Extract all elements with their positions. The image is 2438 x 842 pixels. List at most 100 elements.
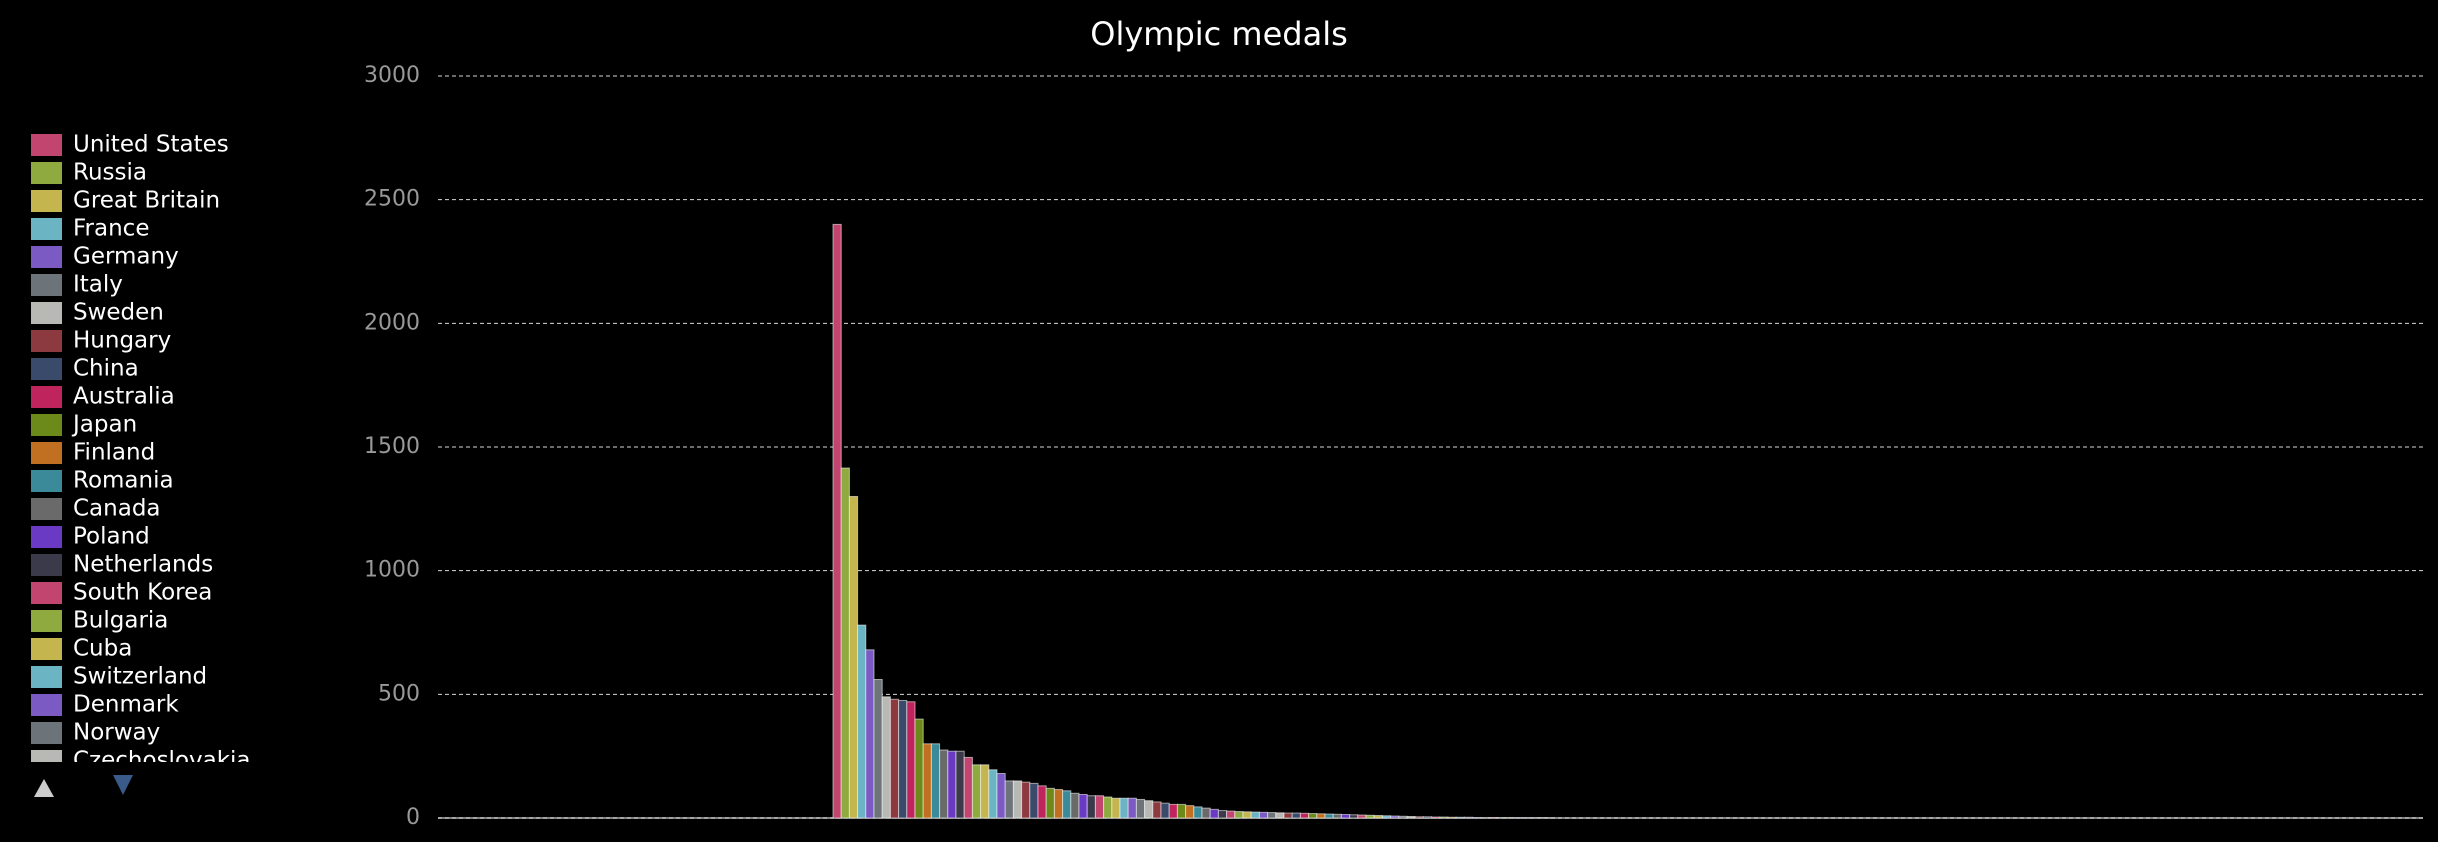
legend-swatch (31, 694, 62, 716)
legend-swatch (31, 470, 62, 492)
legend-swatch (31, 442, 62, 464)
bar (1365, 814, 1375, 819)
bar (1373, 815, 1383, 819)
legend-swatch (31, 414, 62, 436)
legend-swatch (31, 190, 62, 212)
bar (1258, 811, 1269, 819)
legend-swatch (31, 162, 62, 184)
bar (1021, 781, 1031, 819)
bar (1349, 814, 1359, 819)
bar (1463, 816, 1474, 819)
bar (1062, 790, 1072, 819)
bar (1283, 812, 1293, 819)
legend-swatch (31, 386, 62, 408)
bar (955, 750, 965, 819)
bar (1193, 806, 1203, 819)
legend-label: Cuba (73, 636, 132, 662)
bar (1217, 810, 1228, 819)
legend-swatch (31, 302, 62, 324)
legend-label: Norway (73, 720, 160, 746)
y-tick-label: 1500 (364, 434, 420, 459)
bar (1086, 795, 1096, 819)
legend-label: Romania (73, 468, 174, 494)
bar (1439, 816, 1449, 819)
y-tick-label: 500 (378, 681, 420, 706)
bar (898, 700, 908, 819)
legend-label: United States (73, 132, 229, 158)
bar (1201, 807, 1211, 819)
y-tick-label: 2000 (364, 310, 420, 335)
bar (1267, 812, 1277, 819)
bar (922, 743, 932, 819)
legend-label: Australia (73, 384, 175, 410)
bar (1103, 796, 1113, 819)
legend-swatch (31, 218, 62, 240)
bar (1324, 813, 1334, 819)
bar (1316, 813, 1326, 819)
legend-swatch (31, 666, 62, 688)
bar (881, 696, 891, 819)
legend-swatch (31, 554, 62, 576)
legend-label: Denmark (73, 692, 179, 718)
bar (1111, 797, 1121, 819)
bar (988, 769, 998, 819)
chart-title: Olympic medals (1090, 15, 1348, 53)
legend-swatch (31, 610, 62, 632)
bar (1160, 802, 1170, 819)
bar (848, 495, 859, 819)
legend-swatch (31, 246, 62, 268)
bar (1135, 798, 1146, 819)
bar (1357, 814, 1367, 819)
legend-swatch (31, 358, 62, 380)
bar (1299, 812, 1310, 819)
legend-label: Japan (71, 412, 137, 438)
bar (1127, 797, 1137, 819)
legend-label: Canada (73, 496, 161, 522)
bar (1176, 803, 1187, 819)
legend-label: Italy (73, 272, 123, 298)
bar (1291, 812, 1301, 819)
bar (1398, 815, 1408, 819)
bar (1037, 785, 1047, 819)
bar (980, 764, 990, 819)
bar (1275, 812, 1285, 819)
bar (1390, 815, 1400, 819)
legend-swatch (31, 750, 62, 762)
legend-swatch (31, 526, 62, 548)
legend-label: Poland (73, 524, 150, 550)
legend-swatch (31, 582, 62, 604)
legend-page-up[interactable] (34, 779, 54, 797)
bar (1422, 816, 1433, 819)
bar (1209, 808, 1219, 819)
legend-label: Russia (73, 160, 147, 186)
legend-label: Netherlands (73, 552, 213, 578)
bar (1406, 816, 1416, 819)
bar (1144, 800, 1154, 819)
legend-swatch (31, 638, 62, 660)
bar (1029, 782, 1039, 819)
y-tick-label: 1000 (364, 558, 420, 583)
bar (1094, 795, 1105, 819)
bar (873, 678, 883, 819)
bar (1250, 811, 1260, 819)
bar (840, 467, 850, 819)
legend-label: France (73, 216, 149, 242)
y-tick-label: 3000 (364, 63, 420, 88)
bar (1340, 814, 1351, 819)
bar (1045, 787, 1055, 819)
legend-swatch (31, 498, 62, 520)
legend-label: South Korea (73, 580, 212, 606)
legend-label: Great Britain (73, 188, 220, 214)
legend-label: Germany (73, 244, 179, 270)
legend-swatch (31, 134, 62, 156)
legend-label: Finland (73, 440, 155, 466)
bar (1070, 792, 1080, 819)
legend-page-down[interactable] (113, 775, 133, 795)
bar (1234, 811, 1244, 819)
legend-label: Bulgaria (73, 608, 168, 634)
y-tick-label: 0 (406, 805, 420, 830)
bar (963, 756, 973, 819)
